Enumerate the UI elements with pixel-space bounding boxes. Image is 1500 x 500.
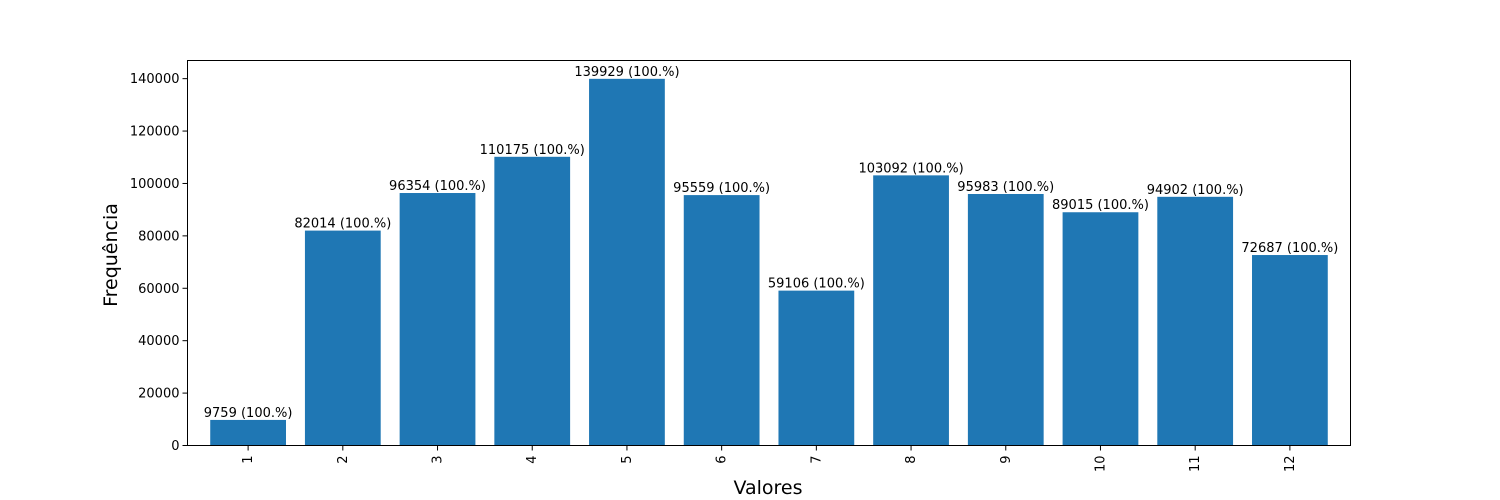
x-tick-label: 6 — [715, 456, 730, 464]
y-tick-label: 100000 — [130, 177, 180, 192]
bar — [683, 195, 760, 446]
bar-data-label: 96354 (100.%) — [389, 179, 486, 194]
bar — [494, 156, 571, 446]
x-tick-label: 9 — [999, 456, 1014, 464]
bar-data-label: 59106 (100.%) — [768, 277, 865, 292]
y-tick-label: 140000 — [130, 72, 180, 87]
bar — [304, 230, 381, 446]
bar — [1157, 196, 1234, 446]
bar — [778, 290, 855, 446]
plot-frame — [187, 60, 1351, 446]
y-tick-label: 60000 — [138, 282, 179, 297]
x-tick-label: 5 — [620, 456, 635, 464]
bar-data-label: 94902 (100.%) — [1147, 183, 1244, 198]
bar-data-label: 72687 (100.%) — [1241, 241, 1338, 256]
x-tick-label: 11 — [1188, 456, 1203, 473]
y-tick-label: 0 — [171, 439, 179, 454]
bar — [399, 193, 476, 446]
bar — [589, 78, 665, 446]
bar — [967, 193, 1044, 446]
x-tick-label: 12 — [1283, 456, 1298, 473]
x-axis: 1 2 3 4 5 6 7 8 9 10 11 12 — [241, 445, 1298, 473]
bars-group — [210, 78, 1328, 446]
x-tick-label: 8 — [904, 456, 919, 464]
bar-data-label: 95983 (100.%) — [957, 180, 1054, 195]
x-tick-label: 2 — [336, 456, 351, 464]
bar-data-label: 139929 (100.%) — [574, 65, 679, 80]
bar-data-label: 89015 (100.%) — [1052, 198, 1149, 213]
y-tick-label: 80000 — [138, 229, 179, 244]
x-tick-label: 3 — [431, 456, 446, 464]
x-tick-label: 1 — [241, 456, 256, 464]
bar — [873, 175, 949, 446]
x-tick-label: 7 — [809, 456, 824, 464]
y-axis-title: Frequência — [100, 203, 122, 307]
bar-data-label: 103092 (100.%) — [858, 161, 963, 176]
bar-data-label: 9759 (100.%) — [204, 406, 293, 421]
y-tick-label: 40000 — [138, 334, 179, 349]
x-tick-label: 10 — [1093, 456, 1108, 473]
bar — [1252, 255, 1328, 446]
bar — [210, 419, 286, 446]
x-tick-label: 4 — [525, 456, 540, 464]
y-tick-label: 20000 — [138, 387, 179, 402]
y-axis: 0 20000 40000 60000 80000 100000 120000 140000 — [130, 72, 188, 454]
bar — [1062, 212, 1139, 446]
bar-data-label: 82014 (100.%) — [294, 217, 391, 232]
x-axis-title: Valores — [733, 477, 802, 499]
bar-data-label: 110175 (100.%) — [480, 143, 585, 158]
y-tick-label: 120000 — [130, 125, 180, 140]
bar-data-label: 95559 (100.%) — [673, 181, 770, 196]
bar-labels-group: 9759 (100.%) 82014 (100.%) 96354 (100.%) 11… — [204, 65, 1339, 421]
